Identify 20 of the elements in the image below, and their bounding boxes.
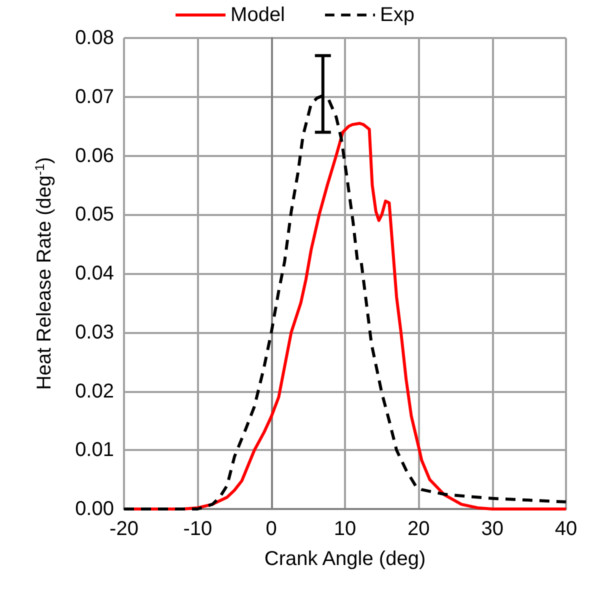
x-tick-label: 40 bbox=[554, 518, 578, 540]
y-tick-label: 0.05 bbox=[75, 204, 114, 226]
x-axis-title: Crank Angle (deg) bbox=[264, 548, 426, 570]
x-tick-label: 10 bbox=[334, 518, 356, 540]
y-tick-label: 0.02 bbox=[75, 380, 114, 402]
legend-label: Model bbox=[230, 4, 286, 26]
x-tick-label: 20 bbox=[408, 518, 430, 540]
x-tick-label: 0 bbox=[266, 518, 277, 540]
y-tick-label: 0.08 bbox=[75, 27, 114, 49]
x-tick-label: 30 bbox=[481, 518, 504, 540]
y-tick-label: 0.01 bbox=[75, 439, 114, 462]
legend-label: Exp bbox=[380, 4, 414, 26]
y-tick-label: 0.03 bbox=[75, 321, 114, 344]
y-tick-label: 0.04 bbox=[75, 262, 114, 284]
y-tick-label: 0.07 bbox=[75, 86, 114, 108]
y-axis-title: Heat Release Rate (deg-1) bbox=[32, 157, 56, 390]
y-tick-label: 0.00 bbox=[75, 498, 114, 520]
x-tick-label: -20 bbox=[110, 518, 138, 540]
y-tick-label: 0.06 bbox=[75, 144, 114, 167]
x-tick-label: -10 bbox=[183, 518, 212, 540]
